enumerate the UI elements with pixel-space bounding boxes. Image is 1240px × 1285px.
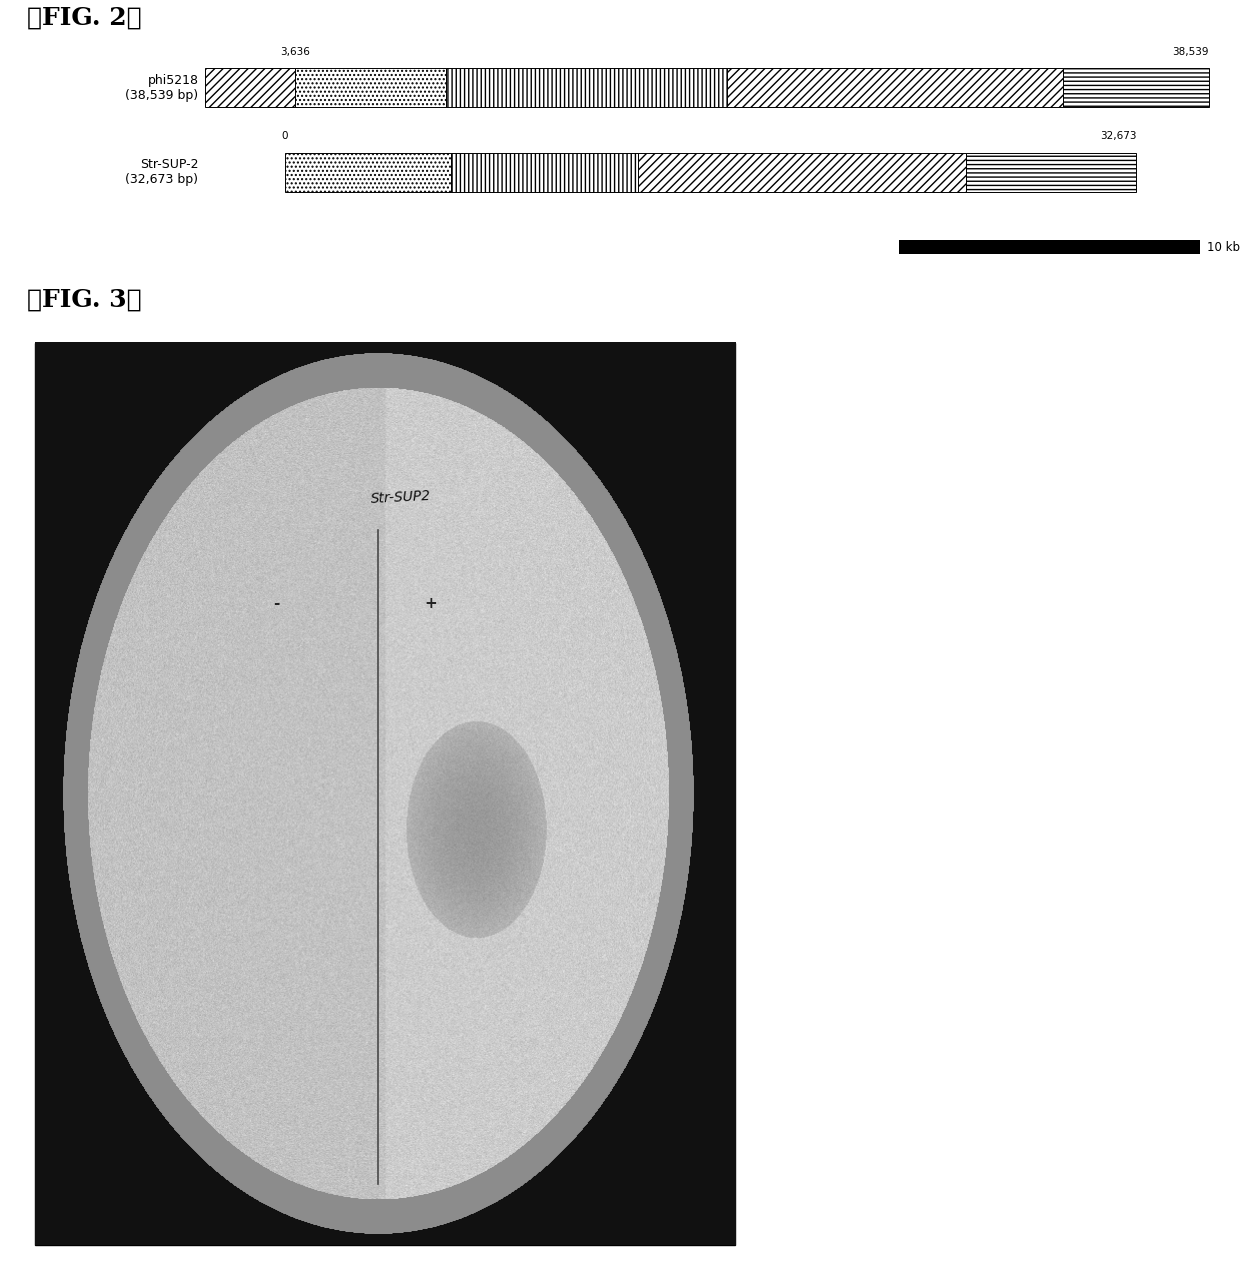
Bar bbox=[639, 153, 966, 193]
Text: 32,673: 32,673 bbox=[1100, 131, 1137, 141]
Bar bbox=[205, 68, 295, 108]
Text: Str-SUP2: Str-SUP2 bbox=[371, 490, 432, 506]
Bar bbox=[899, 240, 1200, 254]
Bar bbox=[1064, 68, 1209, 108]
Text: Str-SUP-2
(32,673 bp): Str-SUP-2 (32,673 bp) bbox=[125, 158, 198, 186]
Text: -: - bbox=[273, 595, 279, 610]
Text: 38,539: 38,539 bbox=[1173, 46, 1209, 57]
Text: 0: 0 bbox=[281, 131, 288, 141]
Bar bbox=[727, 68, 1064, 108]
Bar bbox=[285, 153, 451, 193]
Text: 10 kb: 10 kb bbox=[1207, 240, 1240, 254]
Text: 【FIG. 2】: 【FIG. 2】 bbox=[27, 5, 141, 30]
Bar bbox=[295, 68, 445, 108]
Text: phi5218
(38,539 bp): phi5218 (38,539 bp) bbox=[125, 73, 198, 102]
Bar bbox=[35, 343, 735, 1245]
Text: +: + bbox=[424, 595, 436, 610]
Text: 3,636: 3,636 bbox=[280, 46, 310, 57]
Text: 【FIG. 3】: 【FIG. 3】 bbox=[27, 288, 141, 312]
Bar bbox=[451, 153, 639, 193]
Bar bbox=[445, 68, 727, 108]
Bar bbox=[966, 153, 1137, 193]
